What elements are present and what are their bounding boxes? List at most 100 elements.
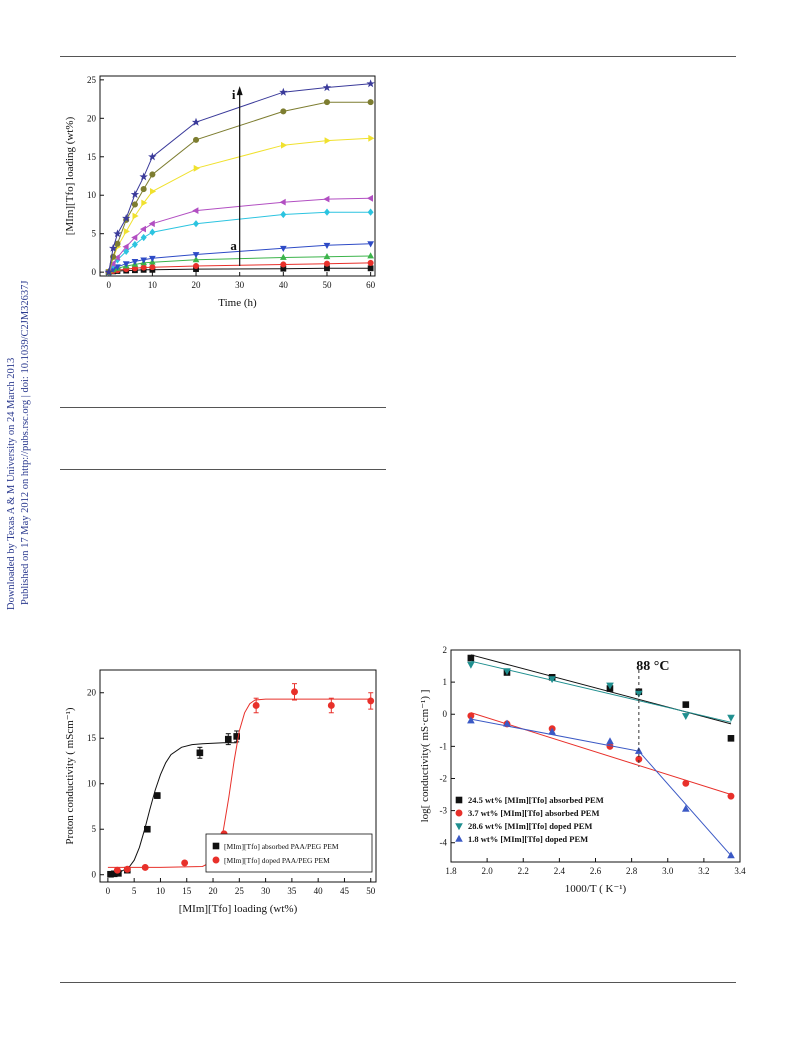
legend-marker <box>455 823 463 831</box>
data-point <box>323 242 331 250</box>
x-tick-label: 0 <box>106 886 111 896</box>
loading-time-chart: 0 10 20 30 40 50 60 0 5 10 15 20 25 Time (h) [MIm][Tfo… <box>60 66 390 326</box>
legend: 24.5 wt% [MIm][Tfo] absorbed PEM 3.7 wt% … <box>455 795 604 844</box>
data-point <box>148 220 155 228</box>
series-group <box>104 79 375 276</box>
data-point <box>113 229 122 238</box>
data-point <box>606 737 614 745</box>
y-tick-label: 5 <box>92 229 97 239</box>
y-tick-label: -1 <box>440 741 448 751</box>
data-point <box>327 702 335 709</box>
data-point <box>366 79 375 88</box>
legend-marker <box>212 856 220 864</box>
x-tick-label: 0 <box>106 280 111 290</box>
data-point <box>322 83 332 92</box>
data-point <box>193 136 200 143</box>
x-tick-label: 15 <box>182 886 192 896</box>
data-point <box>279 87 288 96</box>
legend-box <box>205 833 373 873</box>
x-tick-label: 40 <box>279 280 289 290</box>
data-point <box>280 261 287 268</box>
y-tick-label: 0 <box>443 709 448 719</box>
data-point <box>191 117 201 126</box>
data-point <box>130 190 140 199</box>
legend-label: 1.8 wt% [MIm][Tfo] doped PEM <box>468 834 588 844</box>
data-point <box>140 233 147 242</box>
data-point <box>108 243 118 252</box>
data-point <box>467 654 475 662</box>
data-point <box>548 676 556 684</box>
data-point <box>324 208 330 216</box>
data-point <box>140 257 148 264</box>
data-point <box>367 99 374 106</box>
data-point <box>681 804 690 812</box>
data-point <box>140 186 147 193</box>
data-point <box>279 245 287 253</box>
data-point <box>606 682 614 690</box>
data-point <box>503 719 511 727</box>
annotation-label: 88 °C <box>636 659 669 674</box>
data-point <box>548 727 556 735</box>
conductivity-loading-chart-svg: 0 5 10 15 20 25 30 35 40 45 50 0 5 10 15 20 [MIm][Tfo] l… <box>64 669 377 915</box>
y-tick-label: -4 <box>440 838 448 848</box>
data-point <box>323 99 331 106</box>
data-point <box>141 863 149 871</box>
x-tick-label: 45 <box>340 886 350 896</box>
data-point <box>280 210 287 219</box>
data-point <box>192 252 200 259</box>
x-tick-label: 10 <box>156 886 166 896</box>
data-point <box>279 253 287 260</box>
x-tick-label: 5 <box>132 886 137 896</box>
data-point <box>154 792 161 799</box>
data-point <box>323 195 330 203</box>
data-point <box>367 208 374 216</box>
series-group <box>467 712 735 800</box>
top-rule <box>60 56 736 57</box>
data-point <box>368 134 375 142</box>
fit-line <box>470 660 732 723</box>
legend-label: 3.7 wt% [MIm][Tfo] absorbed PEM <box>468 808 600 818</box>
x-tick-label: 1.8 <box>445 866 457 876</box>
data-point <box>503 668 511 676</box>
data-point <box>122 243 129 251</box>
side-note-published: Published on 17 May 2012 on http://pubs.… <box>20 280 31 605</box>
x-tick-label: 2.2 <box>518 866 529 876</box>
x-axis-label: [MIm][Tfo] loading (wt%) <box>179 903 298 915</box>
data-point <box>682 701 690 708</box>
data-point <box>367 697 375 705</box>
data-point <box>727 735 735 742</box>
x-tick-label: 60 <box>366 280 376 290</box>
x-tick-label: 30 <box>235 280 245 290</box>
plot-frame <box>99 75 376 277</box>
x-tick-label: 50 <box>366 886 376 896</box>
y-tick-label: 10 <box>87 190 97 200</box>
x-axis-label: Time (h) <box>218 297 257 309</box>
legend-label: 24.5 wt% [MIm][Tfo] absorbed PEM <box>468 795 604 805</box>
legend-label: 28.6 wt% [MIm][Tfo] doped PEM <box>468 821 592 831</box>
data-point <box>727 714 735 722</box>
y-tick-label: 2 <box>443 645 448 655</box>
y-tick-label: 0 <box>92 870 97 880</box>
data-point <box>681 713 690 721</box>
data-point <box>113 866 121 874</box>
x-tick-label: 2.4 <box>554 866 566 876</box>
arrhenius-chart: 1.8 2.0 2.2 2.4 2.6 2.8 3.0 3.2 3.4 -4 -3 -2 -1 0 1 2 10… <box>415 640 765 905</box>
data-point <box>131 259 139 266</box>
data-point <box>682 779 690 787</box>
data-point <box>279 198 286 206</box>
legend-label: [MIm][Tfo] absorbed PAA/PEG PEM <box>224 842 339 851</box>
plot-frame <box>99 669 377 883</box>
data-point <box>196 749 204 757</box>
data-point <box>367 265 374 272</box>
data-point <box>109 260 116 268</box>
y-tick-label: 20 <box>87 688 97 698</box>
y-tick-label: 5 <box>92 824 97 834</box>
side-note-download: Downloaded by Texas A & M University on … <box>6 357 17 610</box>
data-point <box>104 267 113 276</box>
data-point <box>139 172 148 181</box>
x-tick-label: 40 <box>314 886 324 896</box>
x-tick-label: 2.0 <box>482 866 494 876</box>
data-point <box>367 259 374 266</box>
data-point <box>132 212 139 220</box>
data-point <box>280 108 287 115</box>
